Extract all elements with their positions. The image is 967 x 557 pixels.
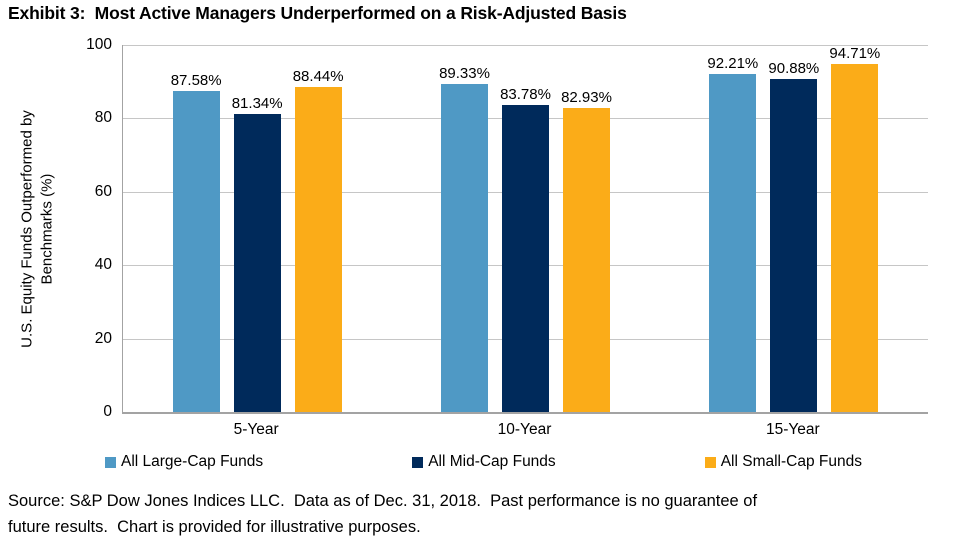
- legend: All Large-Cap Funds All Mid-Cap Funds All …: [105, 453, 862, 471]
- bar-all-mid-cap-funds-10-year: [502, 104, 549, 412]
- bar-col-all-large-cap-funds-5-year: 87.58%: [170, 71, 222, 412]
- bar-value-label-all-large-cap-funds-10-year: 89.33%: [439, 65, 490, 83]
- legend-swatch-all-mid-cap-funds: [412, 456, 424, 468]
- legend-item-all-mid-cap-funds: All Mid-Cap Funds: [412, 453, 556, 471]
- legend-item-all-large-cap-funds: All Large-Cap Funds: [105, 453, 263, 471]
- legend-item-all-small-cap-funds: All Small-Cap Funds: [704, 453, 862, 471]
- bar-value-label-all-mid-cap-funds-5-year: 81.34%: [231, 94, 283, 112]
- x-axis-category-labels: 5-Year 10-Year 15-Year: [122, 421, 927, 443]
- bar-col-all-large-cap-funds-10-year: 89.33%: [439, 65, 490, 412]
- legend-swatch-all-large-cap-funds: [105, 456, 116, 468]
- bar-value-label-all-mid-cap-funds-15-year: 90.88%: [768, 59, 820, 77]
- bar-col-all-small-cap-funds-10-year: 82.93%: [561, 88, 612, 412]
- y-tick-label-60: 60: [94, 182, 112, 200]
- bar-col-all-mid-cap-funds-15-year: 90.88%: [768, 59, 820, 412]
- bar-col-all-large-cap-funds-15-year: 92.21%: [707, 54, 759, 412]
- y-tick-label-100: 100: [86, 36, 112, 53]
- bar-value-label-all-large-cap-funds-5-year: 87.58%: [170, 71, 222, 89]
- bar-value-label-all-small-cap-funds-15-year: 94.71%: [829, 45, 881, 63]
- bar-all-large-cap-funds-15-year: [709, 73, 757, 412]
- y-tick-label-40: 40: [94, 256, 112, 274]
- bar-col-all-small-cap-funds-15-year: 94.71%: [829, 45, 881, 412]
- chart-title: Exhibit 3: Most Active Managers Underper…: [8, 3, 627, 23]
- bar-all-small-cap-funds-15-year: [831, 64, 879, 412]
- x-axis-label-10-year: 10-Year: [497, 421, 552, 438]
- source-note: Source: S&P Dow Jones Indices LLC. Data …: [8, 489, 958, 540]
- bar-col-all-mid-cap-funds-10-year: 83.78%: [500, 85, 551, 412]
- bar-all-mid-cap-funds-15-year: [770, 78, 818, 412]
- bar-col-all-mid-cap-funds-5-year: 81.34%: [231, 94, 283, 412]
- legend-swatch-all-small-cap-funds: [704, 456, 716, 468]
- bar-value-label-all-large-cap-funds-15-year: 92.21%: [707, 54, 759, 72]
- bar-value-label-all-mid-cap-funds-10-year: 83.78%: [500, 85, 551, 103]
- bar-value-label-all-small-cap-funds-10-year: 82.93%: [561, 88, 612, 106]
- source-note-line1: Source: S&P Dow Jones Indices LLC. Data …: [8, 492, 758, 510]
- bar-col-all-small-cap-funds-5-year: 88.44%: [292, 68, 344, 412]
- bar-group-10-year: 89.33% 83.78% 82.93%: [439, 65, 612, 412]
- bar-all-small-cap-funds-10-year: [563, 107, 610, 412]
- x-axis-label-15-year: 15-Year: [765, 421, 820, 438]
- bar-all-large-cap-funds-10-year: [441, 84, 488, 412]
- bar-group-15-year: 92.21% 90.88% 94.71%: [707, 45, 881, 412]
- bar-value-label-all-small-cap-funds-5-year: 88.44%: [292, 68, 344, 86]
- bar-all-small-cap-funds-5-year: [294, 87, 342, 412]
- bar-all-mid-cap-funds-5-year: [233, 113, 281, 412]
- y-tick-label-0: 0: [103, 403, 112, 420]
- y-tick-label-80: 80: [94, 109, 112, 127]
- bar-all-large-cap-funds-5-year: [172, 90, 220, 412]
- x-axis-label-5-year: 5-Year: [233, 421, 279, 438]
- gridline-100: [123, 45, 928, 46]
- legend-label-all-small-cap-funds: All Small-Cap Funds: [720, 453, 862, 470]
- bar-group-5-year: 87.58% 81.34% 88.44%: [170, 68, 344, 412]
- y-axis-tick-labels: 0 20 40 60 80 100: [0, 36, 112, 420]
- y-tick-label-20: 20: [94, 329, 112, 347]
- source-note-line2: future results. Chart is provided for il…: [8, 517, 421, 536]
- legend-label-all-large-cap-funds: All Large-Cap Funds: [121, 453, 264, 470]
- plot-area: 87.58% 81.34% 88.44% 89.33% 83.78% 82.93% 92.2…: [122, 45, 928, 414]
- legend-label-all-mid-cap-funds: All Mid-Cap Funds: [428, 453, 556, 470]
